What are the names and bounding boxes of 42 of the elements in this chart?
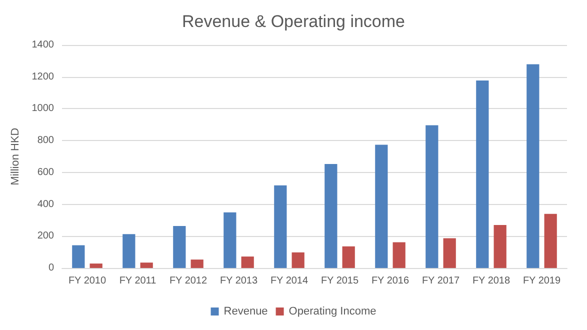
bar (72, 245, 85, 268)
bar (241, 256, 254, 268)
x-tick-label: FY 2015 (320, 276, 359, 286)
bar (426, 125, 438, 268)
y-tick-label: 1200 (32, 71, 54, 82)
bar (392, 242, 406, 268)
bar (375, 144, 388, 268)
x-tick-label: FY 2013 (220, 276, 258, 286)
bar (173, 226, 186, 268)
chart-title: Revenue & Operating income (182, 12, 406, 31)
y-tick-label: 1000 (32, 103, 54, 114)
bar (274, 185, 287, 268)
bar (342, 246, 355, 268)
y-tick-label: 200 (37, 230, 54, 242)
x-tick-label: FY 2010 (68, 276, 106, 286)
bar (122, 234, 136, 268)
legend-label: Revenue (224, 306, 268, 318)
x-tick-label: FY 2012 (169, 276, 208, 286)
legend-label: Operating Income (288, 306, 376, 318)
x-tick-label: FY 2019 (522, 276, 561, 286)
bar (224, 212, 236, 268)
x-tick-label: FY 2011 (119, 276, 157, 286)
x-tick-label: FY 2016 (371, 276, 410, 286)
bar (140, 262, 153, 268)
bar (90, 264, 102, 268)
y-tick-label: 800 (37, 135, 54, 146)
bar (443, 238, 456, 268)
y-tick-label: 600 (37, 166, 54, 178)
bar (526, 64, 540, 268)
y-tick-label: 400 (37, 198, 54, 210)
bar (476, 80, 489, 268)
bar (292, 252, 304, 268)
y-axis-title: Million HKD (9, 128, 22, 186)
x-tick-label: FY 2018 (472, 276, 510, 286)
y-tick-label: 0 (48, 262, 54, 274)
bar (324, 164, 338, 268)
bar (494, 224, 506, 268)
bar (544, 214, 557, 268)
x-tick-label: FY 2014 (270, 276, 308, 286)
bar (190, 260, 204, 268)
y-tick-label: 1400 (32, 40, 54, 50)
x-tick-label: FY 2017 (422, 276, 460, 286)
